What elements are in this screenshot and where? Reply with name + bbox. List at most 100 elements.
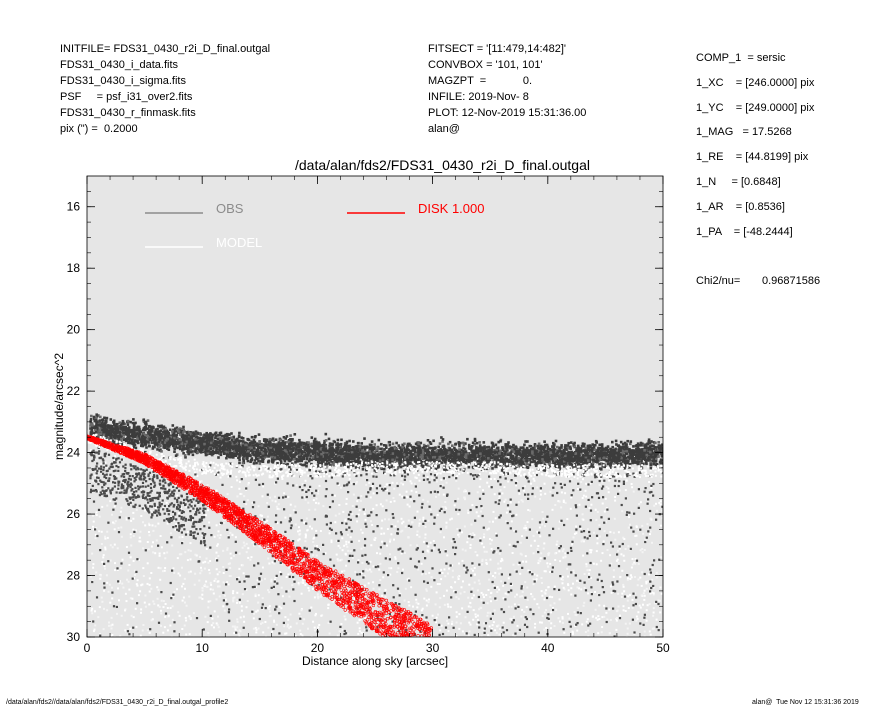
obs-point-band xyxy=(485,467,489,471)
obs-point-faint xyxy=(455,668,457,670)
obs-point-faint xyxy=(202,665,204,667)
obs-point xyxy=(481,514,484,518)
obs-point-faint xyxy=(341,537,344,540)
obs-point-faint xyxy=(167,614,170,617)
obs-point-faint xyxy=(493,585,496,587)
obs-point-faint xyxy=(213,658,215,660)
obs-point-faint xyxy=(289,658,291,660)
obs-point xyxy=(551,494,554,497)
obs-point xyxy=(539,487,542,490)
obs-point-faint xyxy=(560,491,563,494)
obs-point-faint xyxy=(204,583,206,586)
obs-point-faint xyxy=(582,604,585,607)
obs-point-faint xyxy=(343,544,346,547)
obs-point-faint xyxy=(316,562,319,565)
obs-point xyxy=(416,547,419,550)
obs-point-faint xyxy=(122,642,124,644)
obs-point xyxy=(637,506,640,509)
obs-point-faint xyxy=(594,508,597,511)
obs-point xyxy=(514,632,517,635)
obs-point-faint xyxy=(444,478,447,481)
obs-point-faint xyxy=(222,581,225,584)
obs-point-faint xyxy=(182,582,185,585)
obs-point-faint xyxy=(444,506,447,508)
obs-point-faint xyxy=(546,562,549,565)
obs-point-faint xyxy=(159,458,161,461)
obs-point xyxy=(491,612,494,615)
obs-point-faint xyxy=(342,510,345,513)
obs-point-faint xyxy=(613,517,616,520)
obs-point-faint xyxy=(374,613,377,616)
obs-point-faint xyxy=(297,582,300,584)
obs-point-faint xyxy=(276,553,279,556)
obs-point-faint xyxy=(595,518,598,521)
obs-point-faint xyxy=(284,650,286,652)
obs-point xyxy=(645,536,648,539)
obs-point-faint xyxy=(204,660,206,662)
obs-point-band xyxy=(397,444,401,447)
obs-point-faint xyxy=(252,654,254,656)
obs-point-faint xyxy=(188,595,191,598)
obs-point-faint xyxy=(146,541,149,543)
obs-point-faint xyxy=(381,638,383,640)
obs-point-faint xyxy=(614,538,617,541)
obs-point xyxy=(406,473,409,476)
obs-point-faint xyxy=(480,591,483,594)
obs-point-faint xyxy=(482,593,485,596)
obs-point-faint xyxy=(275,652,277,654)
obs-point-faint xyxy=(614,499,617,502)
obs-point xyxy=(454,591,457,594)
obs-point-faint xyxy=(91,552,94,555)
obs-point-faint xyxy=(376,552,378,555)
obs-point-faint xyxy=(516,624,519,627)
obs-point-faint xyxy=(649,633,652,636)
obs-point-faint xyxy=(98,606,101,609)
obs-point-band xyxy=(620,455,624,458)
obs-point-faint xyxy=(210,583,213,586)
obs-point xyxy=(157,509,160,512)
obs-point-faint xyxy=(571,631,574,634)
obs-point-band xyxy=(426,444,430,448)
obs-point-faint xyxy=(92,563,95,566)
obs-point-faint xyxy=(92,528,95,531)
obs-point-faint xyxy=(356,500,359,503)
obs-point xyxy=(552,527,555,530)
obs-point-faint xyxy=(594,591,596,593)
obs-point-faint xyxy=(266,502,269,504)
obs-point-faint xyxy=(257,601,260,604)
obs-point-faint xyxy=(494,641,496,643)
obs-point-faint xyxy=(578,651,580,653)
obs-point-faint xyxy=(625,640,627,642)
obs-point-band xyxy=(295,444,298,447)
obs-point xyxy=(566,551,569,555)
obs-point-faint xyxy=(357,605,360,608)
obs-point-faint xyxy=(111,513,113,516)
obs-point-faint xyxy=(155,668,157,670)
obs-point xyxy=(494,501,497,504)
obs-point-faint xyxy=(480,635,483,637)
obs-point xyxy=(480,505,483,508)
obs-point-faint xyxy=(627,577,629,580)
obs-point xyxy=(499,483,502,486)
obs-point-faint xyxy=(415,598,418,601)
obs-point-faint xyxy=(222,516,225,519)
obs-point-band xyxy=(588,450,592,453)
obs-point-faint xyxy=(259,654,261,656)
obs-point xyxy=(602,543,605,546)
obs-point-faint xyxy=(518,492,521,495)
obs-point xyxy=(474,667,476,669)
obs-point xyxy=(293,580,296,583)
obs-point-faint xyxy=(154,672,156,674)
obs-point-faint xyxy=(204,514,207,517)
obs-point xyxy=(415,642,417,644)
obs-point-faint xyxy=(459,622,462,625)
obs-point-band xyxy=(634,461,638,464)
obs-point-faint xyxy=(502,672,504,674)
obs-point-faint xyxy=(160,546,163,549)
obs-point-faint xyxy=(384,588,387,591)
obs-point xyxy=(428,505,431,508)
obs-point-faint xyxy=(246,672,248,674)
obs-point-faint xyxy=(590,591,593,594)
obs-point xyxy=(584,505,587,508)
obs-point xyxy=(198,560,201,563)
